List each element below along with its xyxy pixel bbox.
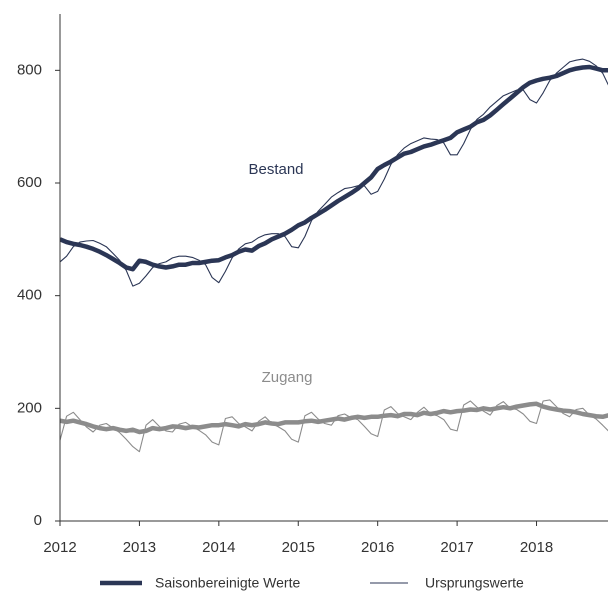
y-tick-label: 800: [17, 61, 42, 78]
legend-label: Saisonbereinigte Werte: [155, 575, 300, 591]
series-label: Bestand: [248, 161, 303, 178]
original-line: [60, 399, 608, 453]
y-tick-label: 200: [17, 399, 42, 416]
adjusted-line: [60, 401, 608, 435]
y-tick-label: 0: [34, 512, 42, 529]
x-tick-label: 2016: [361, 539, 394, 556]
y-tick-label: 600: [17, 174, 42, 191]
series-label: Zugang: [262, 369, 313, 386]
x-tick-label: 2014: [202, 539, 235, 556]
x-tick-label: 2012: [43, 539, 76, 556]
adjusted-line: [60, 64, 608, 272]
x-tick-label: 2013: [123, 539, 156, 556]
y-tick-label: 400: [17, 287, 42, 304]
x-tick-label: 2015: [282, 539, 315, 556]
plot-area: [60, 58, 608, 453]
legend-label: Ursprungswerte: [425, 575, 524, 591]
x-tick-label: 2017: [440, 539, 473, 556]
x-tick-label: 2018: [520, 539, 553, 556]
original-line: [60, 58, 608, 287]
